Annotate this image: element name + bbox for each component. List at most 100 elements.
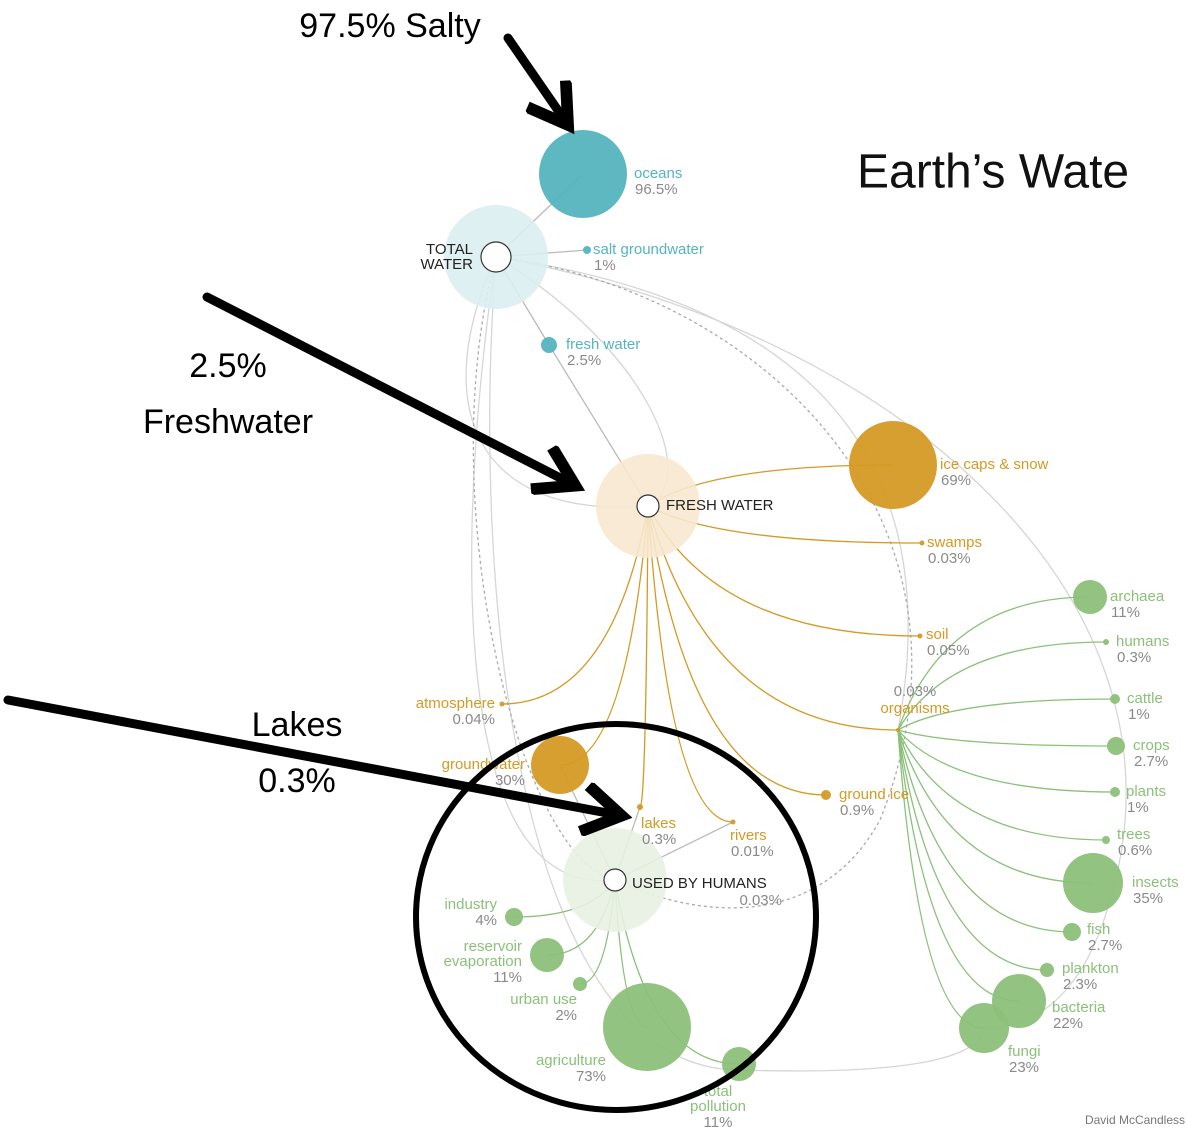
node (541, 337, 557, 353)
node (1063, 923, 1081, 941)
link (897, 641, 1107, 731)
node (1110, 694, 1120, 704)
node-value: 23% (1009, 1059, 1039, 1076)
arrow (503, 33, 566, 122)
node-label: urban use (510, 991, 577, 1008)
node-label: soil (926, 626, 949, 643)
links (495, 173, 1117, 1065)
node-label: bacteria (1052, 999, 1106, 1016)
node-label: FRESH WATER (666, 497, 774, 514)
node (1040, 963, 1054, 977)
node-label: archaea (1110, 588, 1165, 605)
node-label: insects (1132, 874, 1179, 891)
node-label: lakes (641, 815, 676, 832)
node (530, 938, 564, 972)
link (897, 698, 1116, 731)
node (573, 977, 587, 991)
node-value: 22% (1053, 1015, 1083, 1032)
node (821, 790, 831, 800)
node-value: 2.7% (1088, 937, 1122, 954)
node-value: 1% (1128, 706, 1150, 723)
node-label: pollution (690, 1098, 746, 1115)
node (539, 130, 627, 218)
node-label: atmosphere (416, 695, 495, 712)
node-label: fungi (1008, 1043, 1041, 1060)
node-label: agriculture (536, 1052, 606, 1069)
annotation: 97.5% Salty (299, 7, 480, 45)
node-label: cattle (1127, 690, 1163, 707)
link (897, 729, 1107, 841)
node (919, 540, 925, 546)
arrow (3, 695, 618, 815)
link (647, 505, 899, 731)
hub-node (636, 494, 660, 518)
node-value: 35% (1133, 890, 1163, 907)
link (897, 596, 1091, 731)
node-label: plants (1126, 783, 1166, 800)
node-label: fresh water (566, 336, 640, 353)
node-label: oceans (634, 165, 682, 182)
annotation: Freshwater (143, 403, 313, 441)
link (897, 729, 1116, 793)
node-value: 0.3% (642, 831, 676, 848)
node (637, 804, 643, 810)
title: Earth’s Wate (857, 146, 1129, 199)
hub-node (480, 241, 512, 273)
arrow (202, 292, 572, 484)
node-value: 2.3% (1063, 976, 1097, 993)
node-value: 11% (1111, 604, 1140, 621)
node-value: 0.03% (928, 550, 971, 567)
node-label: trees (1117, 826, 1150, 843)
node-label: rivers (730, 827, 767, 844)
node-value: 2% (555, 1007, 577, 1024)
annotation: Lakes (252, 706, 343, 744)
link (897, 729, 1094, 884)
link (897, 729, 1020, 1002)
node-label: industry (444, 896, 497, 913)
highlight-ring (413, 721, 819, 1113)
node-value: 73% (576, 1068, 606, 1085)
node (1102, 836, 1110, 844)
annotations: 97.5% Salty 2.5% Freshwater Lakes 0.3% (143, 7, 481, 800)
node (992, 974, 1046, 1028)
node-value: 0.9% (840, 802, 874, 819)
annotation: 2.5% (189, 347, 267, 385)
node (730, 819, 736, 825)
annotation: 0.3% (258, 762, 336, 800)
node (1110, 787, 1120, 797)
node-label: ground ice (839, 786, 909, 803)
link (897, 729, 985, 1029)
node-value: 2.7% (1134, 753, 1168, 770)
node (499, 701, 505, 707)
link (897, 729, 1048, 971)
credit: David McCandless (1085, 1113, 1185, 1127)
node-value: 1% (1127, 799, 1149, 816)
node (959, 1003, 1009, 1053)
node (505, 908, 523, 926)
node-value: 0.6% (1118, 842, 1152, 859)
node (1073, 580, 1107, 614)
node-label: reservoir (464, 938, 522, 955)
node-value: 0.03% (739, 892, 782, 909)
link (647, 505, 827, 796)
node-value: 69% (941, 472, 971, 489)
node (917, 633, 923, 639)
node-value: 2.5% (567, 352, 601, 369)
node-label: USED BY HUMANS (632, 875, 767, 892)
hub-node (603, 868, 627, 892)
node-value: 30% (495, 772, 525, 789)
link (647, 505, 734, 823)
node-label: evaporation (444, 953, 522, 970)
node-label: WATER (421, 256, 474, 273)
node-value: 11% (704, 1114, 733, 1129)
node-value: 4% (475, 912, 497, 929)
node (1103, 639, 1109, 645)
node (531, 736, 589, 794)
link (897, 729, 1117, 747)
node-value: 0.05% (927, 642, 970, 659)
node-label: salt groundwater (593, 241, 704, 258)
link (897, 729, 1073, 933)
link (639, 505, 649, 808)
node (1063, 853, 1123, 913)
